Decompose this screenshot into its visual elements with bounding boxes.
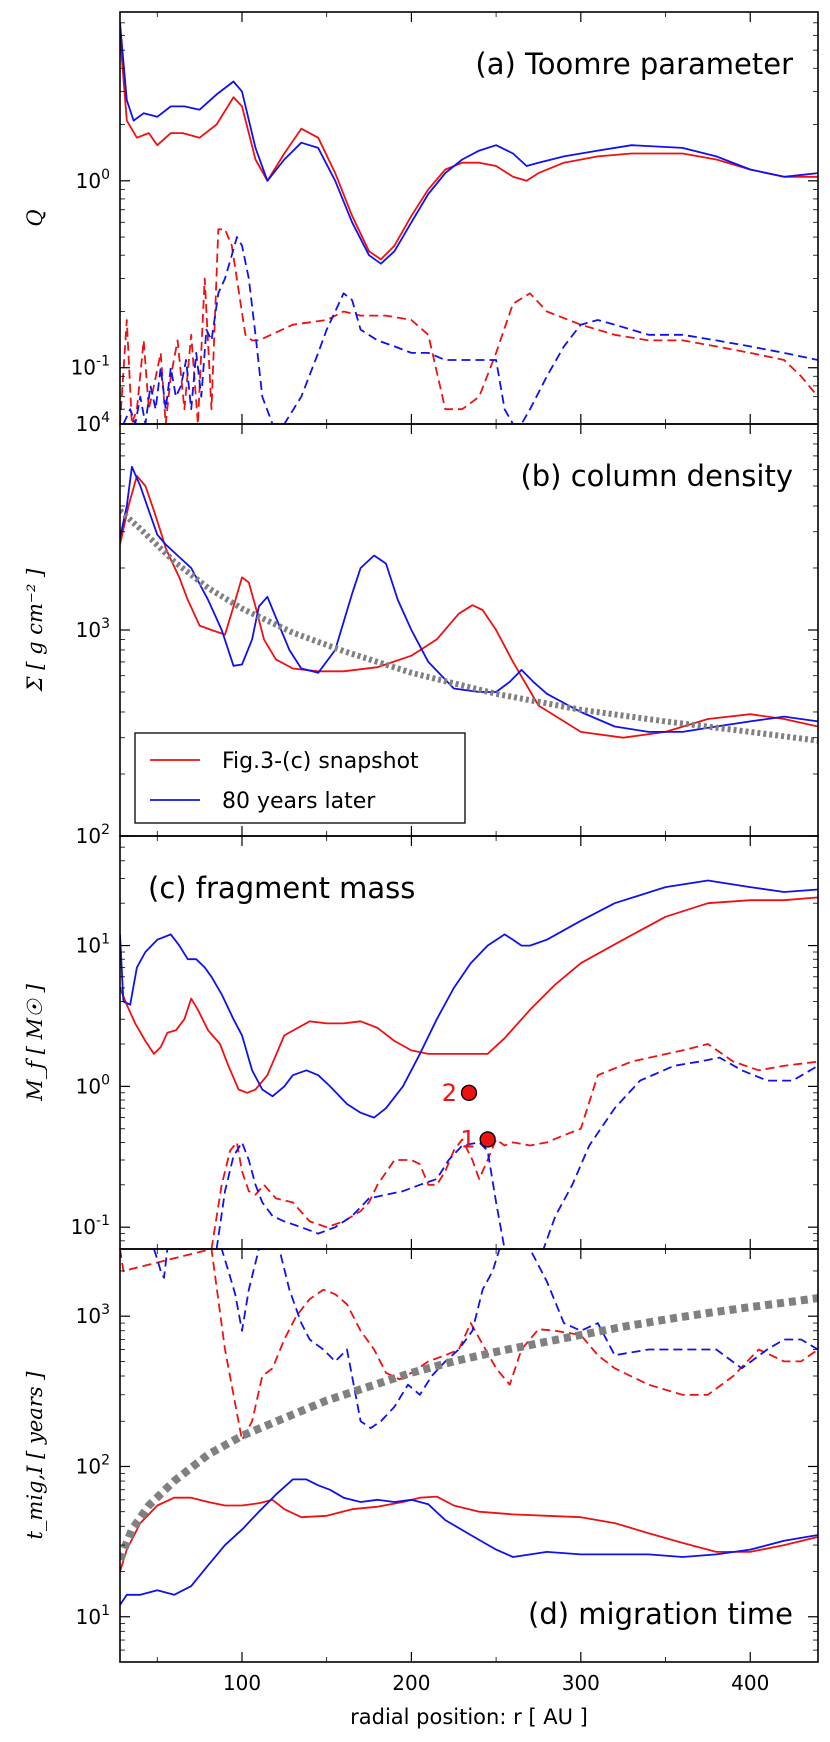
panel-d-frame	[119, 1248, 819, 1663]
ytick-label-b-0: 102	[76, 822, 110, 848]
ytick-label-d-1: 102	[76, 1452, 110, 1478]
series-d-snapshot-dashed-2	[120, 1249, 818, 1441]
ytick-label-a-0: 10-1	[71, 354, 110, 380]
panel-d-ylabel: t_mig,I [ years ]	[23, 1371, 47, 1540]
ytick-label-c-2: 101	[76, 932, 110, 958]
ytick-label-c-0: 10-1	[71, 1213, 110, 1239]
ytick-label-c-1: 100	[76, 1072, 110, 1098]
legend-label-1: 80 years later	[222, 789, 376, 814]
series-c-later-dashed-3	[215, 1056, 818, 1249]
series-a-later-dashed-3	[122, 236, 818, 424]
ytick-label-a-1: 100	[76, 167, 110, 193]
series-b-reference-dotted-thick-2	[120, 508, 818, 744]
series-d-later-solid-1	[120, 1478, 818, 1606]
panel-b-series	[120, 465, 818, 744]
series-d-reference-dotted-thick-4	[120, 1294, 818, 1562]
series-b-snapshot-solid-0	[120, 474, 818, 739]
panel-b: 102 103 (b) column density Σ [ g cm⁻² ]	[23, 423, 819, 848]
series-a-snapshot-dashed-2	[120, 228, 818, 424]
panel-a-title: (a) Toomre parameter	[475, 47, 793, 81]
xtick-label-3: 400	[731, 1671, 769, 1695]
legend-label-0: Fig.3-(c) snapshot	[222, 749, 419, 774]
panel-d: 101 102 103 (d) migration time t_mig,I [ yea…	[23, 1248, 819, 1663]
panel-c-title: (c) fragment mass	[148, 871, 415, 905]
panel-a-ylabel: Q	[23, 209, 47, 226]
xtick-label-1: 200	[392, 1671, 430, 1695]
xtick-label-2: 300	[562, 1671, 600, 1695]
legend-box	[134, 732, 466, 824]
series-a-snapshot-solid-0	[120, 35, 818, 261]
fragment-point-1	[479, 1131, 496, 1148]
fragment-point-2	[460, 1084, 478, 1101]
ytick-label-d-2: 103	[76, 1302, 110, 1328]
series-a-later-solid-1	[120, 22, 818, 265]
panel-b-title: (b) column density	[520, 459, 793, 493]
ytick-label-b-1: 103	[76, 616, 110, 642]
panel-a-series	[120, 22, 818, 424]
series-c-snapshot-dashed-2	[210, 1043, 818, 1249]
series-d-later-dashed-3	[153, 1249, 818, 1429]
series-b-later-solid-1	[120, 465, 818, 733]
fragment-point-label-1: 1	[460, 1125, 475, 1153]
panel-d-series	[120, 1249, 818, 1606]
series-d-snapshot-solid-0	[120, 1495, 818, 1572]
panel-c-series	[120, 879, 818, 1249]
fragment-point-label-2: 2	[442, 1079, 457, 1107]
series-c-later-solid-1	[120, 879, 818, 1119]
x-axis-label: radial position: r [ AU ]	[350, 1705, 588, 1729]
series-c-snapshot-solid-0	[120, 896, 818, 1094]
legend: Fig.3-(c) snapshot 80 years later	[134, 732, 466, 824]
xtick-label-0: 100	[223, 1671, 261, 1695]
ytick-label-d-0: 101	[76, 1603, 110, 1629]
panel-c: 21 10-1 100 101 (c) fragment mass M_f [ M☉ ]	[23, 835, 819, 1250]
panel-b-ylabel: Σ [ g cm⁻² ]	[23, 568, 47, 692]
ytick-label-a-bottom: 104	[76, 410, 110, 436]
panel-c-ylabel: M_f [ M☉ ]	[23, 983, 47, 1101]
panel-a: 10-1 100 104 (a) Toomre parameter Q	[23, 11, 819, 436]
panel-d-title: (d) migration time	[528, 1597, 793, 1631]
